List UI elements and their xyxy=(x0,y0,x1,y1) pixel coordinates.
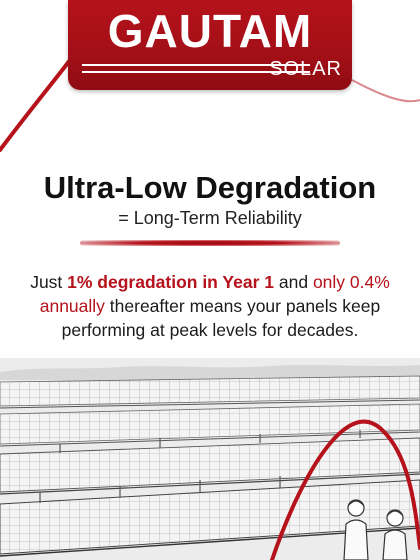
page-subtitle: = Long-Term Reliability xyxy=(118,208,302,228)
page-title: Ultra-Low Degradation xyxy=(43,170,377,205)
body-paragraph: Just 1% degradation in Year 1 and only 0… xyxy=(20,270,400,342)
worker-figure xyxy=(343,499,369,560)
body-text: and xyxy=(274,272,313,292)
body-text: Just xyxy=(30,272,68,292)
worker-figure xyxy=(382,509,408,560)
accent-divider xyxy=(80,240,340,246)
body-text: thereafter means your panels keep perfor… xyxy=(61,296,381,340)
logo-brand-text: GAUTAM xyxy=(107,5,313,57)
body-highlight-annual: only 0.4% annually xyxy=(39,272,390,316)
logo-divider-line xyxy=(82,71,310,73)
solar-field-illustration xyxy=(0,358,420,560)
body-highlight-first-year: 1% degradation in Year 1 xyxy=(67,272,274,292)
logo-sub-text: SOLAR xyxy=(269,58,342,80)
brand-logo: GAUTAM SOLAR xyxy=(68,0,352,90)
logo-divider-line xyxy=(82,64,310,66)
